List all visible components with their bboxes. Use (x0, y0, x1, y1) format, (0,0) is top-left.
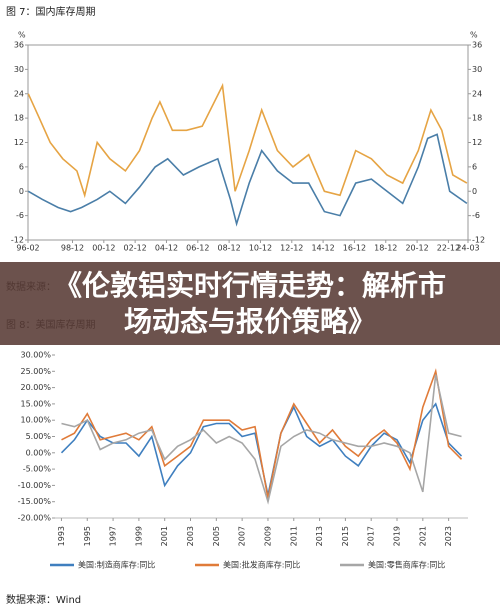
x-tick-label: 98-12 (61, 244, 84, 253)
x-tick-label: 2003 (186, 526, 195, 546)
x-tick-label: 1993 (57, 526, 66, 546)
y2-tick-label: 36 (472, 41, 482, 50)
x-tick-label: 06-12 (186, 244, 209, 253)
series-line (61, 368, 463, 499)
y2-tick-label: 0 (472, 187, 477, 196)
x-tick-label: 14-12 (311, 244, 334, 253)
y-tick-label: 12 (14, 138, 24, 147)
y-tick-label: 24 (14, 89, 24, 98)
x-tick-label: 22-12 (437, 244, 460, 253)
x-tick-label: 96-02 (16, 244, 39, 253)
legend-label: 美国:批发商库存:同比 (223, 560, 300, 570)
y-tick-label: 10.00% (20, 416, 51, 425)
y-tick-label: 5.00% (26, 432, 52, 441)
banner-title: 《伦敦铝实时行情走势：解析市场动态与报价策略》 (53, 268, 446, 338)
y-tick-label: 30.00% (20, 351, 51, 360)
y2-tick-label: -12 (472, 236, 485, 245)
x-tick-label: 2011 (289, 526, 298, 546)
y-tick-label: 0 (19, 187, 24, 196)
series-line (27, 133, 468, 227)
x-tick-label: 1997 (109, 526, 118, 546)
y2-tick-label: 12 (472, 138, 482, 147)
y2-tick-label: 30 (472, 65, 482, 74)
y-tick-label: 6 (19, 162, 24, 171)
x-tick-label: 2009 (263, 526, 272, 546)
x-tick-label: 1995 (83, 526, 92, 546)
x-tick-label: 08-12 (217, 244, 240, 253)
x-tick-label: 2005 (212, 526, 221, 546)
y-tick-label: -5.00% (23, 465, 52, 474)
y-tick-label: 30 (14, 65, 24, 74)
x-tick-label: 2007 (238, 526, 247, 546)
legend-label: 美国:制造商库存:同比 (78, 560, 155, 570)
x-tick-label: 00-12 (92, 244, 115, 253)
series-line (61, 374, 462, 505)
plot-frame (27, 44, 469, 241)
y-tick-label: -20.00% (18, 514, 52, 523)
y-tick-label: 36 (14, 41, 24, 50)
x-tick-label: 24-03 (456, 244, 479, 253)
x-tick-label: 16-12 (343, 244, 366, 253)
x-tick-label: 10-12 (249, 244, 272, 253)
y-unit: % (18, 31, 26, 40)
y-tick-label: 0.00% (26, 448, 52, 457)
y2-tick-label: 6 (472, 162, 477, 171)
x-tick-label: 2017 (367, 526, 376, 546)
y-tick-label: 18 (14, 114, 24, 123)
x-tick-label: 18-12 (374, 244, 397, 253)
source: 数据来源：Wind (6, 593, 81, 606)
x-tick-label: 04-12 (155, 244, 178, 253)
x-tick-label: 1999 (134, 526, 143, 546)
y-tick-label: -12 (11, 236, 24, 245)
y-tick-label: 25.00% (20, 367, 51, 376)
x-tick-label: 2015 (341, 526, 350, 546)
series-line (27, 82, 468, 199)
x-tick-label: 2013 (315, 526, 324, 546)
y2-tick-label: 24 (472, 89, 482, 98)
x-tick-label: 2021 (418, 526, 427, 546)
y-unit: % (470, 31, 478, 40)
chart-title: 图 7：国内库存周期 (6, 5, 96, 18)
legend-label: 美国:零售商库存:同比 (368, 560, 445, 570)
y-tick-label: 15.00% (20, 399, 51, 408)
x-tick-label: 2019 (393, 526, 402, 546)
y-tick-label: -15.00% (18, 497, 52, 506)
y-tick-label: -6 (16, 211, 24, 220)
y-tick-label: -10.00% (18, 481, 52, 490)
x-tick-label: 20-12 (405, 244, 428, 253)
y2-tick-label: 18 (472, 114, 482, 123)
banner: 《伦敦铝实时行情走势：解析市场动态与报价策略》 (0, 262, 500, 345)
x-tick-label: 02-12 (124, 244, 147, 253)
plot-frame (55, 355, 468, 518)
y2-tick-label: -6 (472, 211, 480, 220)
x-tick-label: 2001 (160, 526, 169, 546)
y-tick-label: 20.00% (20, 383, 51, 392)
x-tick-label: 2023 (444, 526, 453, 546)
x-tick-label: 12-12 (280, 244, 303, 253)
